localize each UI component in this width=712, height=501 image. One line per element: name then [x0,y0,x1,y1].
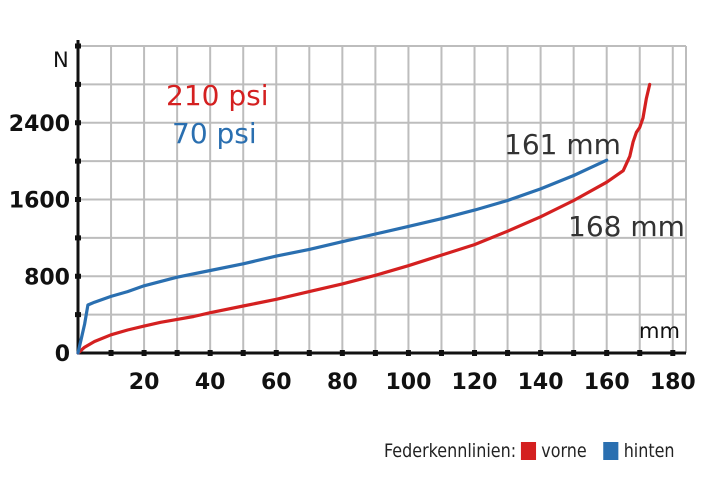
y-tick [75,197,81,202]
annotation-red-end: 168 mm [568,210,685,243]
x-tick-label: 140 [518,370,564,395]
y-tick-label: 1600 [9,189,70,214]
y-tick [75,120,81,126]
x-tick [571,350,577,356]
x-tick [637,350,643,356]
x-tick [174,350,180,356]
y-axis-label: N [53,48,69,72]
x-tick [306,350,312,356]
x-tick [372,350,378,356]
x-tick [339,350,345,356]
x-tick [141,350,147,356]
series-line-hinten [76,158,609,355]
y-tick-label: 2400 [9,112,70,137]
legend-swatch-hinten [603,442,619,460]
legend-label-vorne: vorne [541,440,587,462]
x-tick [273,350,279,356]
x-tick [438,350,444,356]
x-tick [670,350,676,356]
annotation-blue-pressure: 70 psi [172,117,257,150]
legend: Federkennlinien: vorne hinten [384,436,675,466]
y-tick [75,43,81,49]
y-tick [75,312,81,318]
annotation-blue-end: 161 mm [504,128,621,161]
legend-label-hinten: hinten [623,440,675,462]
x-tick-label: 80 [327,370,358,395]
tick-labels: 20 40 60 80 100 120 140 160 180 0 800 1600 2400 [9,112,696,395]
axes [75,40,686,356]
x-tick-label: 100 [385,370,431,395]
x-tick [207,350,213,356]
legend-title: Federkennlinien: [384,440,517,462]
x-tick [240,350,246,356]
x-tick-label: 160 [584,370,630,395]
y-tick-label: 800 [24,265,70,290]
x-tick [405,350,411,356]
x-tick-label: 40 [195,370,226,395]
y-tick [75,273,81,279]
x-tick [472,350,478,356]
legend-swatch-vorne [521,442,537,460]
annotation-red-pressure: 210 psi [166,79,268,112]
y-tick [75,235,81,241]
y-tick-label: 0 [55,342,70,367]
x-tick [604,350,610,356]
y-tick [75,158,81,164]
x-tick-label: 180 [650,370,696,395]
x-tick-label: 20 [129,370,160,395]
x-tick-label: 120 [452,370,498,395]
x-tick [505,350,511,356]
series-lines [76,82,652,355]
series-line-vorne [76,82,652,355]
x-tick-label: 60 [261,370,292,395]
x-tick [538,350,544,356]
x-tick [108,350,114,356]
y-tick [75,81,81,87]
x-axis-label: mm [639,319,680,343]
